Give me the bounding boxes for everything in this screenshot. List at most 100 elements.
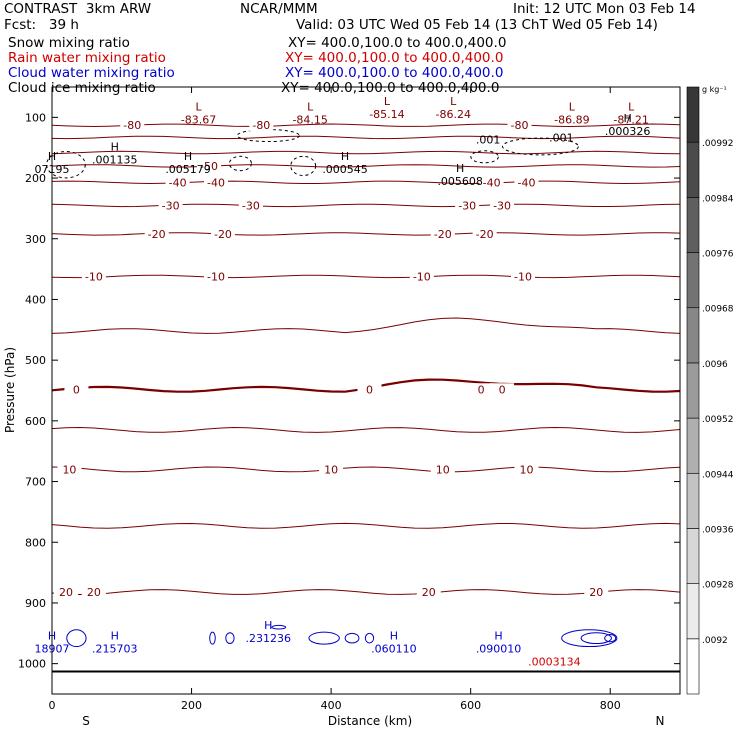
- y-tick-label: 200: [25, 172, 46, 185]
- extremum-marker: H: [111, 141, 119, 154]
- contour-label-bg: [490, 199, 515, 212]
- extremum-marker: H: [264, 619, 272, 632]
- x-tick-label: 600: [460, 699, 481, 712]
- temperature-contour-label: -40: [518, 176, 536, 189]
- field-name-rain: Rain water mixing ratio: [8, 50, 166, 66]
- temperature-contour-13: [51, 522, 681, 529]
- contour-label-bg: [409, 270, 434, 283]
- contour-label-bg: [469, 383, 494, 396]
- extremum-value: -87.21: [613, 114, 648, 127]
- colorbar-label: .00984: [702, 194, 734, 204]
- temperature-contour-12: [51, 466, 681, 473]
- contour-label-bg: [479, 176, 504, 189]
- contour-label-bg: [238, 199, 263, 212]
- extremum-marker: L: [569, 101, 576, 114]
- contour-label-bg: [203, 270, 228, 283]
- valid-time: Valid: 03 UTC Wed 05 Feb 14 (13 ChT Wed …: [296, 17, 658, 33]
- temperature-contour-3: [51, 150, 681, 155]
- contour-label-bg: [472, 227, 497, 240]
- colorbar-swatch: [686, 197, 700, 253]
- colorbar-label: .0092: [702, 636, 728, 646]
- forecast-hour: Fcst: 39 h: [4, 17, 79, 33]
- extremum-value: .215703: [92, 642, 138, 655]
- extremum-value: .005179: [165, 163, 211, 176]
- field-name-cloud-ice: Cloud ice mixing ratio: [8, 80, 156, 96]
- extremum-marker: L: [628, 101, 635, 114]
- temperature-contour-label: -40: [207, 176, 225, 189]
- temperature-contour-label: 0: [366, 383, 373, 396]
- extremum-value: .231236: [246, 632, 292, 645]
- y-tick-label: 500: [25, 354, 46, 367]
- extremum-value: -86.24: [435, 108, 470, 121]
- x-tick-label: 800: [600, 699, 621, 712]
- extremum-marker: H: [494, 629, 502, 642]
- temperature-contour-14: [51, 589, 681, 596]
- y-tick-label: 100: [25, 111, 46, 124]
- temperature-contour-label: -20: [434, 228, 452, 241]
- field-xy-snow: XY= 400.0,100.0 to 400.0,400.0: [288, 35, 507, 51]
- plot-frame: [51, 86, 681, 695]
- contour-label-bg: [57, 463, 82, 476]
- temperature-contour-label: 0: [499, 383, 506, 396]
- extremum-value: -86.89: [554, 114, 589, 127]
- colorbar-swatch: [686, 86, 700, 143]
- temperature-contour-label: -80: [511, 119, 529, 132]
- temperature-contour-9: [51, 317, 681, 334]
- x-tick-label: 200: [181, 699, 202, 712]
- contour-label-bg: [81, 586, 106, 599]
- temperature-contour-label: -10: [413, 270, 431, 283]
- contour-label-bg: [64, 383, 89, 396]
- temperature-contour-11: [51, 426, 681, 433]
- temperature-contour-label: 10: [436, 463, 450, 476]
- colorbar-swatch: [686, 362, 700, 419]
- extremum-marker: H: [624, 112, 632, 125]
- cloud-ice-contour: [501, 137, 579, 156]
- extremum-value: -84.15: [292, 114, 327, 127]
- temperature-contour-label: 0: [73, 383, 80, 396]
- colorbar-label: .00952: [702, 415, 734, 425]
- extremum-value: -85.14: [369, 108, 404, 121]
- temperature-contour-5: [51, 180, 681, 185]
- temperature-contour-label: -30: [493, 199, 511, 212]
- init-time: Init: 12 UTC Mon 03 Feb 14: [513, 1, 696, 17]
- cloud-ice-contour: [228, 155, 252, 172]
- contour-label-bg: [53, 586, 78, 599]
- extremum-marker: L: [307, 101, 314, 114]
- temperature-contour-label: 20: [87, 586, 101, 599]
- y-tick-label: 700: [25, 476, 46, 489]
- temperature-contour-label: -80: [252, 119, 270, 132]
- extremum-marker: H: [184, 150, 192, 163]
- field-xy-cloud-water: XY= 400.0,100.0 to 400.0,400.0: [285, 65, 504, 81]
- colorbar-swatch: [686, 252, 700, 309]
- temperature-contour-label: -40: [483, 176, 501, 189]
- cloud-water-contour: [364, 632, 375, 644]
- temperature-contour-4: [51, 164, 681, 168]
- y-tick-label: 800: [25, 536, 46, 549]
- temperature-contour-label: -30: [242, 199, 260, 212]
- cloud-ice-contour-label: .001: [476, 133, 501, 146]
- temperature-contour-label: -20: [148, 228, 166, 241]
- extremum-value: -83.67: [181, 114, 216, 127]
- extremum-value: .090010: [476, 642, 522, 655]
- colorbar-swatch: [686, 528, 700, 584]
- extremum-marker: L: [195, 101, 202, 114]
- x-end-label-right: N: [656, 714, 665, 728]
- temperature-contour-1: [51, 123, 681, 128]
- colorbar-swatch: [686, 141, 700, 198]
- cloud-ice-contour: [290, 155, 317, 177]
- colorbar-label: .0096: [702, 360, 728, 370]
- cloud-water-contour: [604, 634, 617, 643]
- temperature-contour-label: -10: [514, 270, 532, 283]
- contour-label-bg: [430, 227, 455, 240]
- cloud-ice-contour: [470, 150, 499, 164]
- temperature-contour-label: 20: [422, 586, 436, 599]
- contour-label-bg: [165, 176, 190, 189]
- extremum-value: .001135: [92, 154, 138, 167]
- extremum-marker: H: [456, 162, 464, 175]
- cloud-water-contour: [308, 631, 340, 645]
- temperature-contour-label: 20: [589, 586, 603, 599]
- contour-label-bg: [81, 270, 106, 283]
- colorbar-swatch: [686, 472, 700, 529]
- temperature-contour-6: [51, 203, 681, 208]
